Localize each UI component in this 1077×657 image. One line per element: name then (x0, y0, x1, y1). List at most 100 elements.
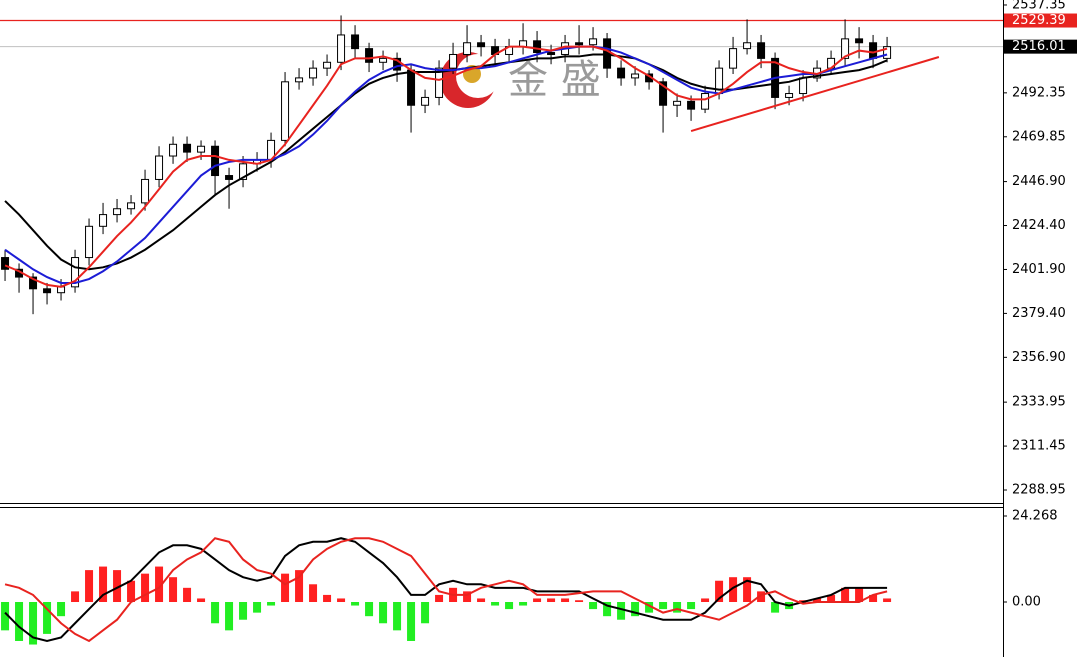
histogram-bar (365, 602, 374, 617)
candle-body (659, 81, 668, 106)
histogram-bar (659, 602, 668, 610)
watermark: 金 盛 (508, 57, 601, 103)
y-tick-label: 2401.90 (1012, 262, 1066, 277)
histogram-bar (757, 591, 766, 603)
candle-body (85, 225, 94, 259)
histogram-bar (813, 598, 822, 603)
histogram-bar (561, 598, 570, 603)
candle-body (407, 69, 416, 106)
candle-body (43, 288, 52, 294)
histogram-bar (603, 602, 612, 617)
candle-body (533, 40, 542, 54)
candle-body (225, 175, 234, 180)
histogram-bar (687, 602, 696, 610)
histogram-bar (225, 602, 234, 631)
candle-body (869, 42, 878, 59)
level-label: 2529.39 (1012, 13, 1066, 28)
candle-body (239, 163, 248, 180)
histogram-bar (841, 587, 850, 603)
histogram-bar (393, 602, 402, 631)
histogram-bar (127, 580, 136, 603)
candle-body (183, 143, 192, 153)
macd-line (4, 537, 888, 643)
candle-body (799, 77, 808, 95)
histogram-bar (211, 602, 220, 624)
histogram-bar (477, 598, 486, 603)
y-tick-label: 2288.95 (1012, 483, 1066, 498)
histogram-bar (673, 602, 682, 613)
histogram-bar (57, 602, 66, 617)
histogram-bar (883, 598, 892, 603)
candle-body (379, 57, 388, 63)
histogram-bar (309, 584, 318, 603)
candle-body (365, 48, 374, 63)
histogram-bar (701, 598, 710, 603)
histogram-bar (239, 602, 248, 620)
candle-body (687, 100, 696, 110)
candle-body (71, 257, 80, 288)
candle-body (729, 48, 738, 69)
y-tick-label: 2356.90 (1012, 350, 1066, 365)
histogram-bar (197, 598, 206, 603)
y-tick-label: 2469.85 (1012, 129, 1066, 144)
histogram-bar (617, 602, 626, 620)
candle-body (701, 93, 710, 110)
candle-body (99, 214, 108, 227)
candle-body (197, 145, 206, 153)
histogram-bar (323, 594, 332, 603)
candle-body (547, 52, 556, 55)
candle-body (127, 202, 136, 210)
histogram-bar (15, 602, 24, 641)
histogram-bar (281, 573, 290, 603)
candle-body (113, 208, 122, 216)
histogram-bar (99, 566, 108, 603)
candle-body (631, 73, 640, 79)
y-tick-label: 2424.40 (1012, 218, 1066, 233)
histogram-bar (351, 602, 360, 606)
histogram-bar (253, 602, 262, 613)
candle-body (421, 96, 430, 106)
candle-body (463, 42, 472, 55)
histogram-bar (715, 580, 724, 603)
candle-body (155, 155, 164, 180)
candle-body (29, 276, 38, 290)
candle-body (673, 100, 682, 106)
histogram-bar (771, 602, 780, 613)
candle-body (309, 67, 318, 79)
candle-body (575, 42, 584, 46)
candle-body (617, 67, 626, 79)
candle-body (295, 77, 304, 83)
moving-average (4, 45, 888, 284)
histogram-bar (421, 602, 430, 624)
y-tick-label: 2492.35 (1012, 85, 1066, 100)
histogram-bar (463, 591, 472, 603)
candle-body (841, 38, 850, 59)
y-tick-label: 2333.95 (1012, 395, 1066, 410)
y-tick-label: 2446.90 (1012, 174, 1066, 189)
histogram-bar (169, 577, 178, 603)
candle-body (281, 81, 290, 141)
level-label-box (1004, 13, 1077, 28)
candle-body (1, 257, 10, 270)
histogram-bar (337, 598, 346, 603)
histogram-bar (505, 602, 514, 610)
histogram-bar (589, 602, 598, 610)
macd-line (4, 537, 888, 643)
candle-body (883, 46, 892, 59)
candle-body (449, 53, 458, 69)
histogram-bar (631, 602, 640, 617)
y-tick-label: 2311.45 (1012, 439, 1066, 454)
histogram-bar (141, 573, 150, 603)
histogram-bar (869, 594, 878, 603)
candle-body (589, 38, 598, 46)
candle-body (435, 67, 444, 98)
histogram-bar (519, 602, 528, 606)
histogram-bar (645, 602, 654, 613)
trendline (690, 56, 940, 132)
candle-body (477, 42, 486, 48)
histogram-bar (855, 587, 864, 603)
candle-body (323, 61, 332, 69)
histogram-bar (267, 602, 276, 606)
